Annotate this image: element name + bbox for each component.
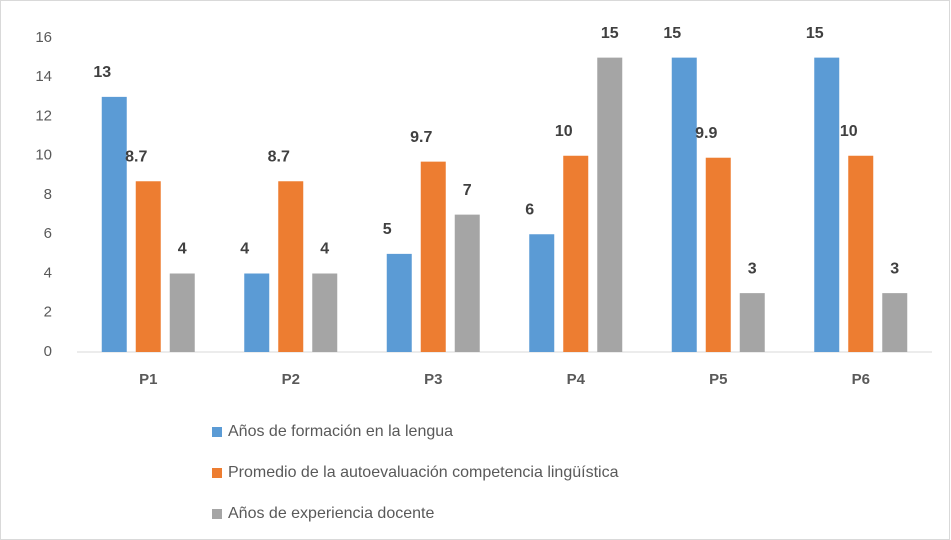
data-label: 15 [601,25,619,42]
y-tick-label: 0 [44,343,52,360]
data-label: 8.7 [268,148,290,165]
x-tick-label: P4 [567,371,586,388]
y-tick-label: 4 [44,264,52,281]
data-label: 13 [93,64,111,81]
bar [671,57,697,352]
legend-swatch [212,468,222,478]
y-tick-label: 10 [35,147,52,164]
bar [848,155,874,352]
y-tick-label: 6 [44,225,52,242]
legend-label: Años de formación en la lengua [228,423,453,440]
x-tick-label: P6 [852,371,870,388]
bar [882,293,908,352]
data-label: 9.7 [410,129,432,146]
legend-swatch [212,427,222,437]
x-tick-label: P5 [709,371,727,388]
data-label: 6 [525,201,534,218]
data-label: 10 [555,123,573,140]
bar [312,273,338,352]
bar [278,181,304,352]
y-tick-label: 8 [44,186,52,203]
data-label: 3 [890,260,899,277]
data-label: 4 [240,241,249,258]
y-tick-label: 14 [35,68,52,85]
x-tick-label: P1 [139,371,157,388]
bar [454,214,480,352]
bar [529,234,555,352]
x-tick-label: P3 [424,371,442,388]
data-label: 7 [463,182,472,199]
data-label: 15 [806,25,824,42]
bar [135,181,161,352]
bar [705,157,731,352]
legend-swatch [212,509,222,519]
data-label: 5 [383,221,392,238]
data-label: 3 [748,260,757,277]
data-label: 4 [178,241,187,258]
bar [244,273,270,352]
legend-label: Promedio de la autoevaluación competenci… [228,464,619,481]
y-tick-label: 2 [44,304,52,321]
data-label: 8.7 [125,148,147,165]
bar [739,293,765,352]
legend-label: Años de experiencia docente [228,505,434,522]
data-label: 10 [840,123,858,140]
bar [597,57,623,352]
data-label: 15 [663,25,681,42]
y-tick-label: 12 [35,107,52,124]
y-tick-label: 16 [35,29,52,46]
bar [814,57,840,352]
bar [169,273,195,352]
bar [101,96,127,352]
data-label: 9.9 [695,125,717,142]
x-tick-label: P2 [282,371,300,388]
bar [386,253,412,352]
data-label: 4 [320,241,329,258]
bar [563,155,589,352]
bar [420,161,446,352]
